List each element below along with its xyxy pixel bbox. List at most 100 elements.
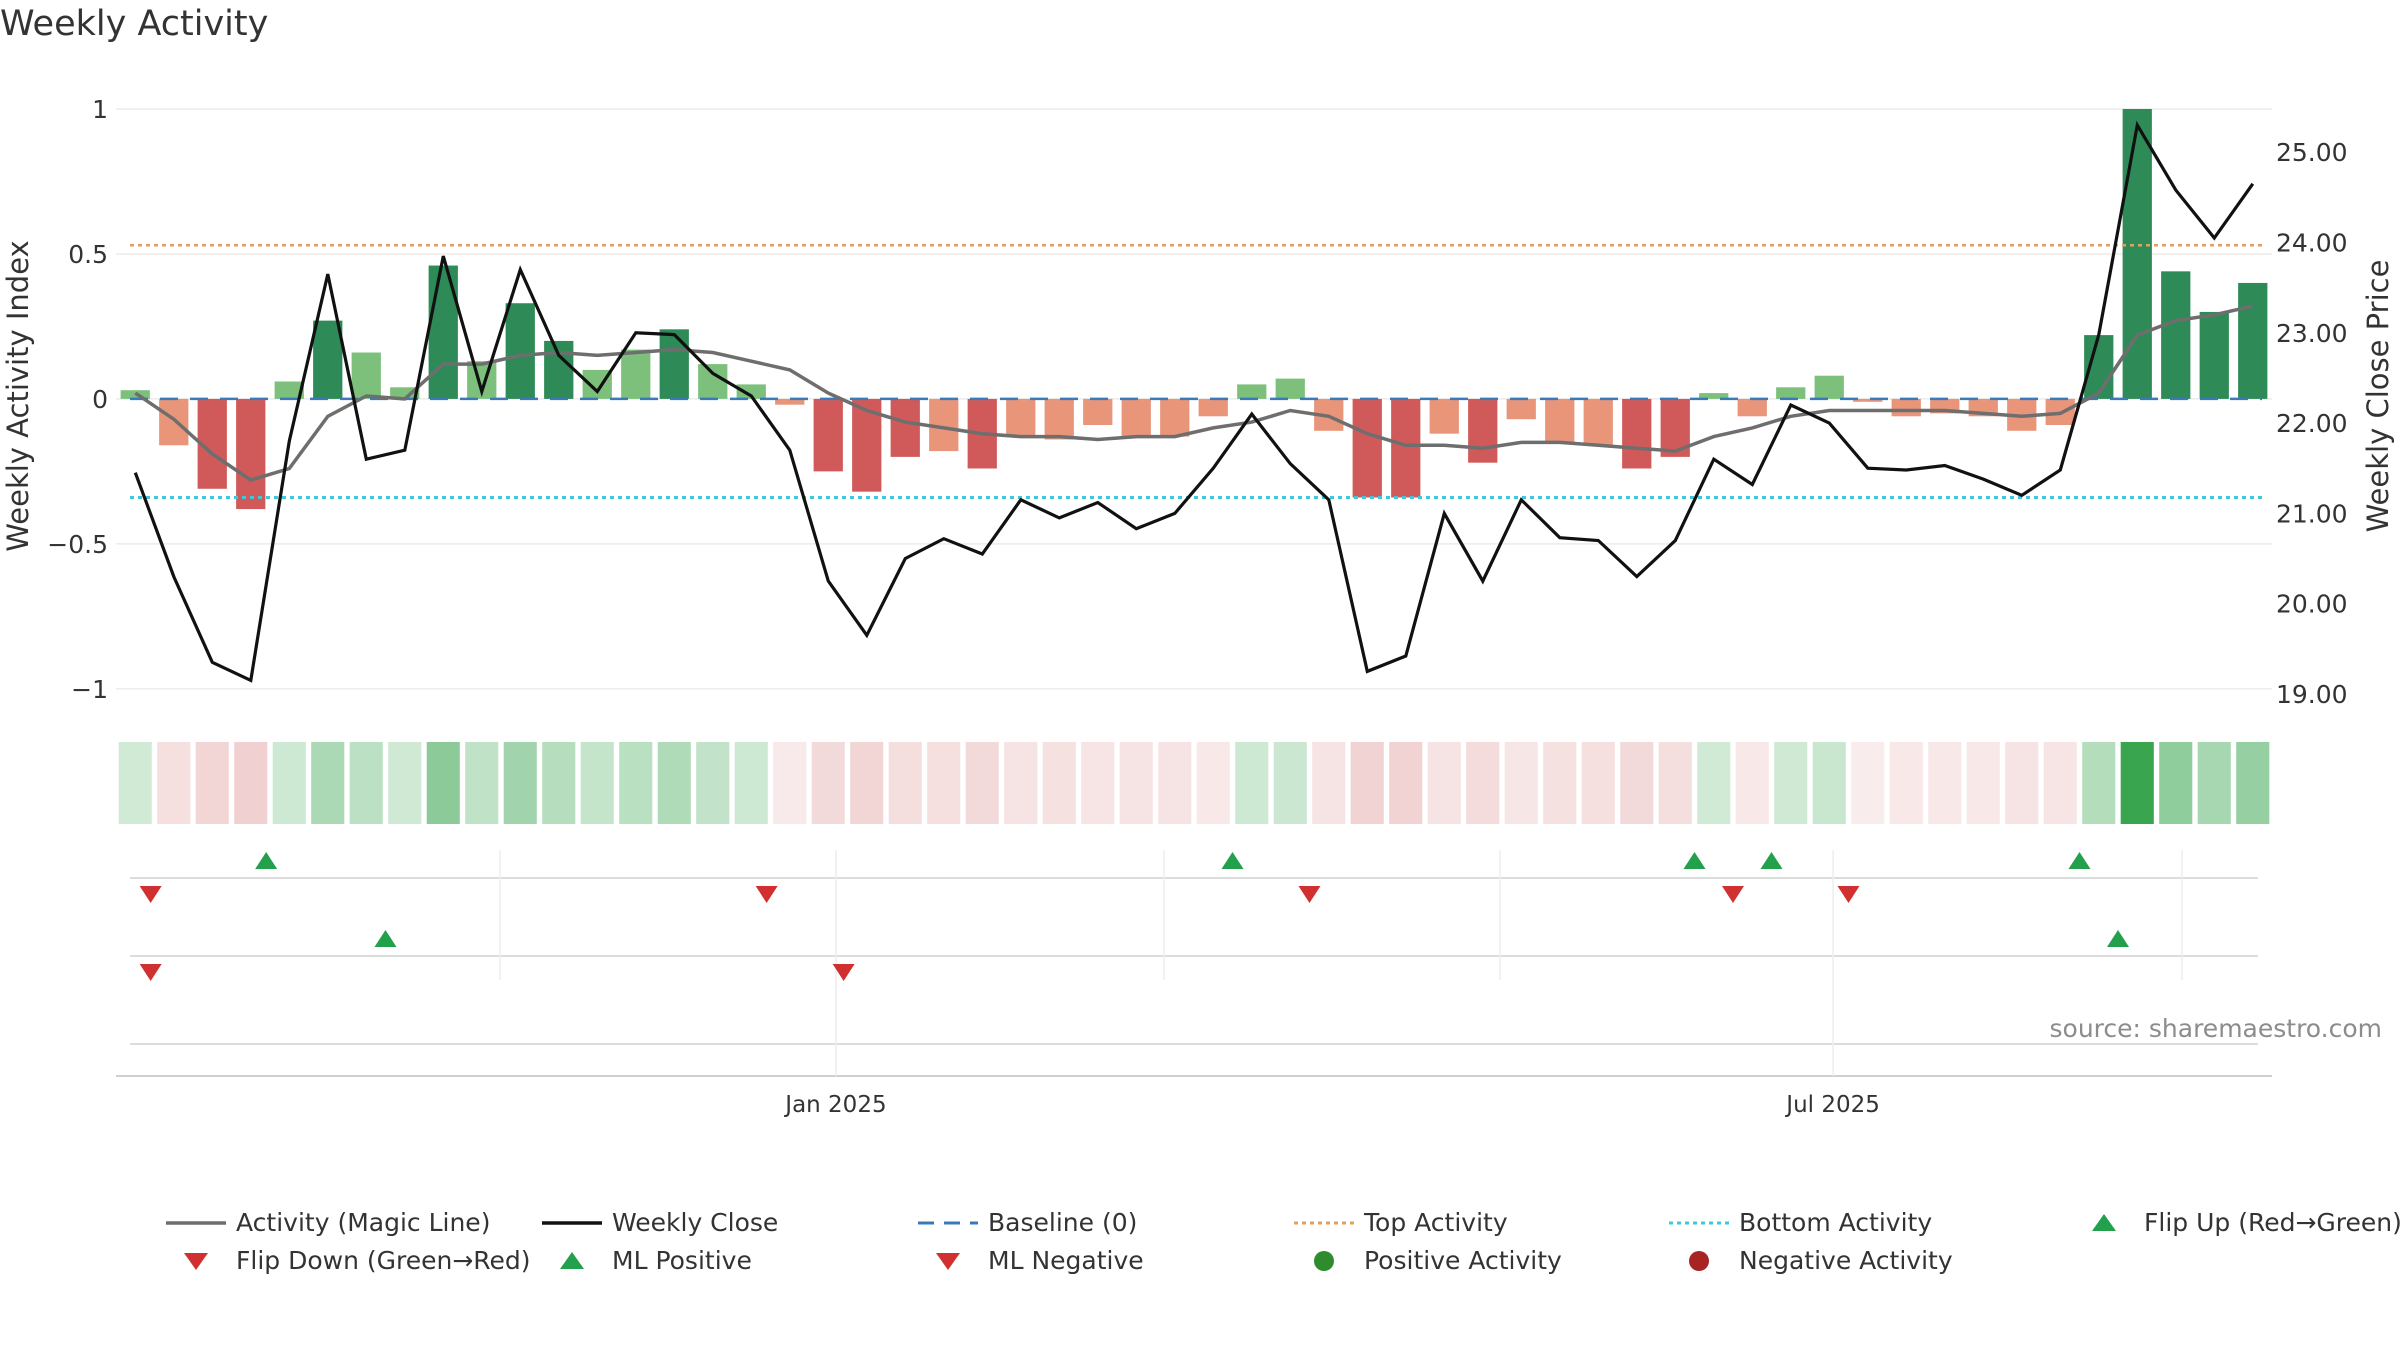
activity-bar — [1737, 398, 1767, 417]
y-tick-label: 0.5 — [68, 240, 108, 269]
y-tick-label: 1 — [92, 95, 108, 124]
y2-tick-label: 20.00 — [2276, 590, 2348, 619]
flip-down-marker — [755, 886, 778, 903]
heat-cell — [1735, 742, 1769, 824]
activity-bar — [1814, 375, 1844, 399]
flip-up-marker — [1683, 852, 1706, 869]
legend-label: ML Positive — [612, 1246, 752, 1275]
legend-swatch — [1689, 1251, 1709, 1271]
y-tick-label: −1 — [71, 675, 108, 704]
weekly-close-line — [133, 120, 2255, 683]
activity-bar — [1352, 398, 1382, 498]
heat-cell — [1697, 742, 1731, 824]
y2-tick-label: 24.00 — [2276, 229, 2348, 258]
heat-cell — [2159, 742, 2193, 824]
flip-down-marker — [139, 886, 162, 903]
heat-cell — [118, 742, 152, 824]
chart-title: Weekly Activity — [0, 4, 269, 44]
source-credit: source: sharemaestro.com — [2049, 1014, 2383, 1043]
heat-cell — [272, 742, 306, 824]
legend-swatch — [1294, 1221, 1354, 1225]
heat-cell — [388, 742, 422, 824]
activity-bar — [1083, 398, 1113, 425]
activity-bar — [1891, 398, 1921, 417]
heat-cell — [2236, 742, 2270, 824]
activity-bar — [2199, 311, 2229, 399]
ml-negative-marker — [139, 964, 162, 981]
activity-bar — [1506, 398, 1536, 420]
heat-cell — [773, 742, 807, 824]
flip-down-marker — [1837, 886, 1860, 903]
y-tick-label: 0 — [92, 385, 108, 414]
legend-swatch — [166, 1221, 226, 1225]
activity-bar — [659, 329, 689, 399]
y2-tick-label: 25.00 — [2276, 138, 2348, 167]
legend-swatch — [1669, 1221, 1729, 1225]
heat-cell — [349, 742, 383, 824]
chart-legend: Activity (Magic Line) Weekly Close Baselin… — [160, 1206, 2400, 1286]
x-tick-label: Jan 2025 — [783, 1092, 886, 1118]
flip-up-marker — [255, 852, 278, 869]
heat-cell — [1658, 742, 1692, 824]
legend-swatch — [1314, 1251, 1334, 1271]
legend-label: Baseline (0) — [988, 1208, 1138, 1237]
legend-swatch — [918, 1221, 978, 1225]
heat-cell — [1042, 742, 1076, 824]
heat-cell — [1812, 742, 1846, 824]
heat-cell — [1966, 742, 2000, 824]
heat-cell — [1196, 742, 1230, 824]
activity-bar — [505, 303, 535, 399]
activity-bar — [813, 398, 843, 472]
heat-cell — [2043, 742, 2077, 824]
heat-cell — [465, 742, 499, 824]
legend-swatch — [2092, 1214, 2116, 1231]
activity-bar — [351, 352, 381, 399]
legend-label: ML Negative — [988, 1246, 1144, 1275]
heat-cell — [426, 742, 460, 824]
legend-label: Flip Up (Red→Green) — [2144, 1208, 2400, 1237]
activity-bar — [1776, 387, 1806, 399]
flip-up-marker — [2068, 852, 2091, 869]
legend-swatch — [184, 1253, 208, 1270]
heat-cell — [234, 742, 268, 824]
legend-swatch — [936, 1253, 960, 1270]
heat-cell — [1466, 742, 1500, 824]
heat-cell — [1774, 742, 1808, 824]
legend-label: Negative Activity — [1739, 1246, 1953, 1275]
heat-cell — [1427, 742, 1461, 824]
activity-bar — [890, 398, 920, 457]
heat-cell — [850, 742, 884, 824]
flip-down-marker — [1722, 886, 1744, 903]
activity-bar — [159, 398, 189, 446]
heat-cell — [1312, 742, 1346, 824]
y2-tick-label: 21.00 — [2276, 499, 2348, 528]
x-tick-label: Jul 2025 — [1784, 1092, 1880, 1118]
activity-bar — [1237, 384, 1267, 399]
heat-cell — [2197, 742, 2231, 824]
heat-cell — [542, 742, 576, 824]
activity-bar — [621, 349, 651, 399]
activity-bar — [698, 364, 728, 399]
heat-cell — [734, 742, 768, 824]
heat-cell — [1389, 742, 1423, 824]
activity-bar — [1545, 398, 1575, 443]
heat-cell — [1273, 742, 1307, 824]
heat-cell — [619, 742, 653, 824]
legend-label: Activity (Magic Line) — [236, 1208, 491, 1237]
activity-bar — [1429, 398, 1459, 434]
heat-cell — [927, 742, 961, 824]
y2-tick-label: 23.00 — [2276, 319, 2348, 348]
activity-bar — [544, 340, 574, 399]
y2-tick-label: 19.00 — [2276, 680, 2348, 709]
heat-cell — [1543, 742, 1577, 824]
heat-cell — [1581, 742, 1615, 824]
heat-cell — [311, 742, 345, 824]
activity-bar — [1121, 398, 1151, 437]
heat-cell — [1620, 742, 1654, 824]
heat-cell — [157, 742, 191, 824]
activity-bar — [1583, 398, 1613, 446]
heat-cell — [811, 742, 845, 824]
activity-bar — [1160, 398, 1190, 437]
activity-bar — [1198, 398, 1228, 417]
